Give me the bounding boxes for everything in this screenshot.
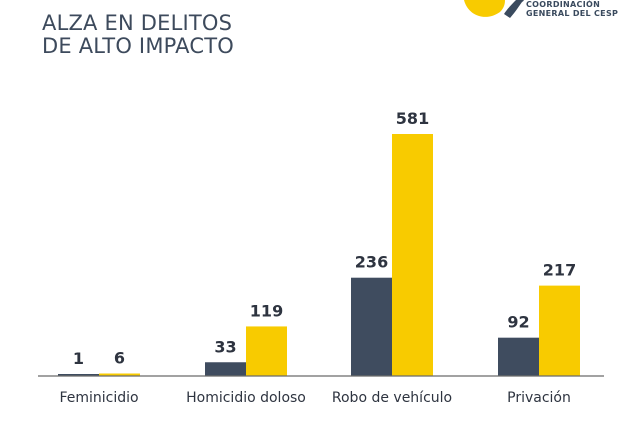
chart-title: ALZA EN DELITOS DE ALTO IMPACTO [42, 12, 234, 58]
category-label-feminicidio: Feminicidio [59, 390, 138, 406]
logo-text-line-1: COORDINACIÓN [526, 0, 601, 9]
value-label-robo-de-vehiculo-series-2: 581 [396, 109, 429, 128]
labels-group: 1 6 Feminicidio 33 119 Homicidio doloso 236 581… [59, 109, 576, 406]
value-label-privacion-series-1: 92 [507, 313, 529, 332]
bar-homicidio-doloso-series-1 [205, 362, 246, 376]
chart-title-line-2: DE ALTO IMPACTO [42, 34, 234, 58]
value-label-privacion-series-2: 217 [543, 261, 576, 280]
bar-robo-de-vehiculo-series-2 [392, 134, 433, 376]
chart-title-line-1: ALZA EN DELITOS [42, 11, 233, 35]
category-label-homicidio-doloso: Homicidio doloso [186, 390, 306, 406]
bar-privacion-series-2 [539, 285, 580, 376]
hands-icon [464, 0, 524, 19]
value-label-homicidio-doloso-series-2: 119 [250, 301, 283, 320]
logo-text: COORDINACIÓN GENERAL DEL CESP [526, 0, 618, 18]
bar-robo-de-vehiculo-series-1 [351, 277, 392, 376]
bar-feminicidio-series-1 [58, 374, 99, 376]
value-label-feminicidio-series-2: 6 [114, 349, 125, 368]
bar-feminicidio-series-2 [99, 373, 140, 376]
bar-homicidio-doloso-series-2 [246, 326, 287, 376]
bar-privacion-series-1 [498, 337, 539, 376]
value-label-homicidio-doloso-series-1: 33 [214, 337, 236, 356]
category-label-privacion: Privación [507, 390, 571, 406]
category-label-robo-de-vehiculo: Robo de vehículo [332, 390, 452, 406]
value-label-robo-de-vehiculo-series-1: 236 [355, 253, 388, 272]
logo-text-line-2: GENERAL DEL CESP [526, 9, 619, 18]
bars-group [58, 134, 580, 376]
value-label-feminicidio-series-1: 1 [73, 349, 84, 368]
